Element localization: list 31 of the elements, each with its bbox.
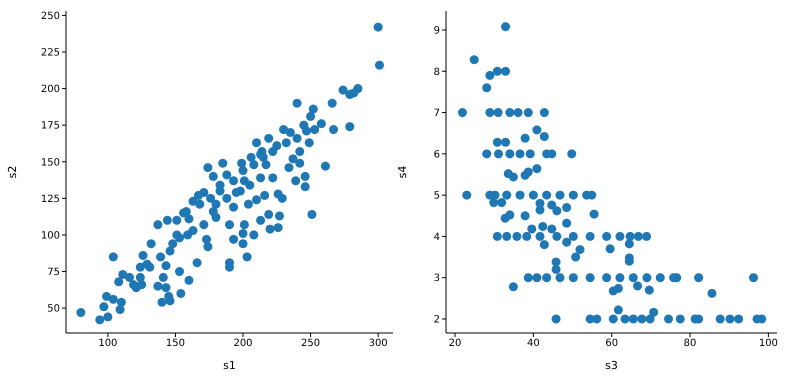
y-axis-title: s4	[396, 166, 409, 178]
x-tick-label: 80	[684, 338, 696, 350]
x-axis-title: s1	[223, 359, 236, 372]
y-tick-label: 3	[434, 273, 440, 284]
y-tick-label: 125	[40, 194, 60, 205]
y-tick-label: 225	[40, 48, 60, 59]
x-tick-label: 20	[448, 338, 462, 350]
y-tick-label: 9	[434, 26, 440, 37]
y-tick-label: 7	[434, 108, 440, 120]
y-tick-label: 50	[47, 304, 60, 315]
x-tick-label: 200	[233, 338, 253, 350]
x-tick-label: 250	[301, 338, 320, 350]
y-tick-label: 75	[47, 267, 60, 278]
x-tick-label: 60	[605, 338, 618, 350]
x-tick-label: 300	[368, 338, 388, 350]
x-axis-title: s3	[605, 359, 618, 372]
y-tick-label: 200	[40, 84, 60, 96]
y-tick-label: 4	[434, 232, 440, 243]
y-tick-label: 250	[40, 10, 60, 22]
x-tick-label: 40	[526, 338, 540, 350]
y-tick-label: 150	[40, 157, 60, 168]
x-tick-label: 150	[166, 338, 185, 350]
y-tick-label: 6	[434, 149, 440, 160]
y-tick-label: 5	[434, 190, 440, 202]
y-axis-title: s2	[6, 166, 19, 178]
y-tick-label: 2	[434, 314, 440, 326]
y-tick-label: 8	[434, 66, 440, 78]
y-tick-label: 175	[40, 120, 60, 132]
x-tick-label: 100	[98, 338, 118, 350]
y-tick-label: 100	[40, 230, 60, 242]
x-tick-label: 100	[758, 338, 778, 350]
